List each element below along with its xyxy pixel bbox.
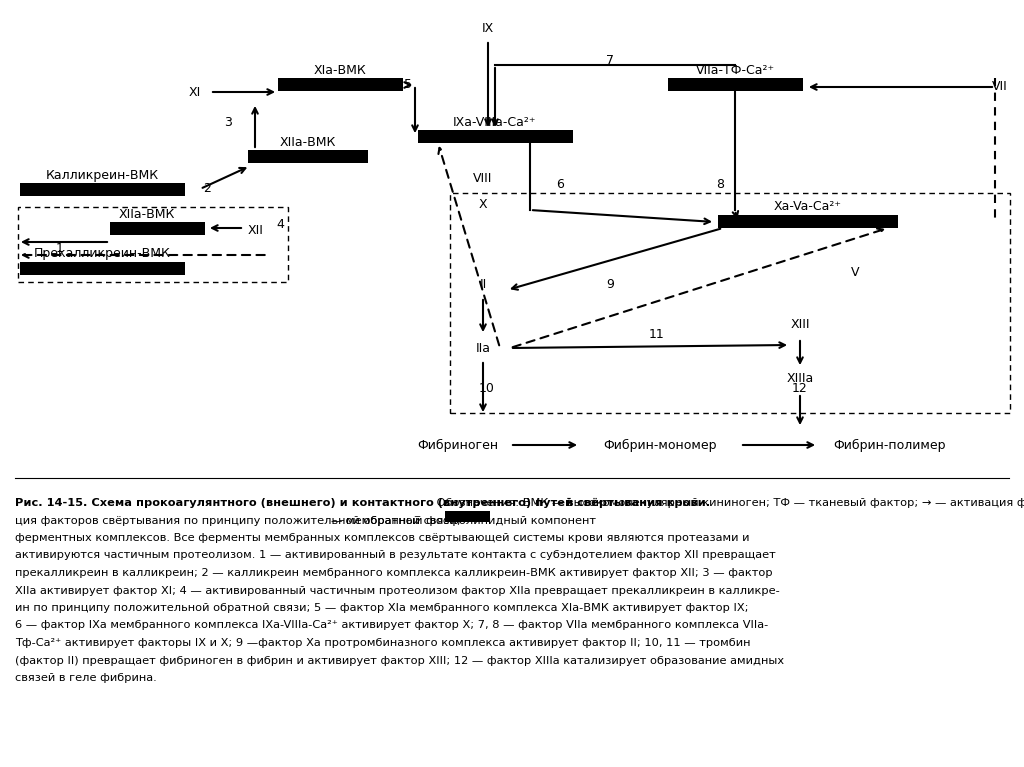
Bar bbox=[20, 183, 185, 196]
Text: 4: 4 bbox=[276, 218, 284, 231]
Text: активируются частичным протеолизом. 1 — активированный в результате контакта с с: активируются частичным протеолизом. 1 — … bbox=[15, 551, 776, 561]
Text: XII: XII bbox=[248, 225, 264, 238]
Text: XIIa-ВМК: XIIa-ВМК bbox=[119, 208, 175, 220]
Text: XIIa-ВМК: XIIa-ВМК bbox=[280, 136, 336, 149]
Text: Тф-Ca²⁺ активирует факторы IX и X; 9 —фактор Xa протромбиназного комплекса актив: Тф-Ca²⁺ активирует факторы IX и X; 9 —фа… bbox=[15, 638, 751, 648]
Text: ин по принципу положительной обратной связи; 5 — фактор XIa мембранного комплекс: ин по принципу положительной обратной св… bbox=[15, 603, 749, 613]
Text: ция факторов свёртывания по принципу положительной обратной связи;: ция факторов свёртывания по принципу пол… bbox=[15, 515, 461, 525]
Bar bbox=[445, 511, 490, 522]
Bar bbox=[718, 215, 898, 228]
Text: 12: 12 bbox=[793, 381, 808, 394]
Text: Фибриноген: Фибриноген bbox=[418, 439, 499, 452]
Bar bbox=[450, 193, 1010, 413]
Text: Фибрин-полимер: Фибрин-полимер bbox=[834, 439, 946, 452]
Text: VIII: VIII bbox=[473, 172, 493, 185]
Text: Обозначения: ВМК — высокомолекулярный кининоген; ТФ — тканевый фактор; → — актив: Обозначения: ВМК — высокомолекулярный ки… bbox=[433, 498, 1024, 508]
Text: IXa-VIIIa-Ca²⁺: IXa-VIIIa-Ca²⁺ bbox=[454, 116, 537, 129]
Text: V: V bbox=[851, 265, 859, 278]
Bar bbox=[278, 78, 403, 91]
Text: 1: 1 bbox=[56, 242, 63, 255]
Bar bbox=[248, 150, 368, 163]
Text: VIIa-ТФ-Ca²⁺: VIIa-ТФ-Ca²⁺ bbox=[695, 64, 774, 77]
Text: IX: IX bbox=[482, 21, 495, 35]
Text: прекалликреин в калликреин; 2 — калликреин мембранного комплекса калликреин-ВМК : прекалликреин в калликреин; 2 — калликре… bbox=[15, 568, 773, 578]
Text: 3: 3 bbox=[224, 116, 232, 129]
Text: IIa: IIa bbox=[475, 341, 490, 354]
Text: 8: 8 bbox=[716, 179, 724, 192]
Text: II: II bbox=[479, 278, 486, 291]
Text: 9: 9 bbox=[606, 278, 614, 291]
Text: Калликреин-ВМК: Калликреин-ВМК bbox=[45, 169, 159, 182]
Text: Прекалликреин-ВМК: Прекалликреин-ВМК bbox=[34, 248, 170, 261]
Text: VII: VII bbox=[992, 81, 1008, 94]
Text: 10: 10 bbox=[479, 381, 495, 394]
Bar bbox=[110, 222, 205, 235]
Text: XIIa активирует фактор XI; 4 — активированный частичным протеолизом фактор XIIa : XIIa активирует фактор XI; 4 — активиров… bbox=[15, 585, 779, 595]
Text: 2: 2 bbox=[203, 182, 211, 195]
Text: ферментных комплексов. Все ферменты мембранных комплексов свёртывающей системы к: ферментных комплексов. Все ферменты мемб… bbox=[15, 533, 750, 543]
Text: — мембранный фосфолипидный компонент: — мембранный фосфолипидный компонент bbox=[331, 515, 596, 525]
Text: Фибрин-мономер: Фибрин-мономер bbox=[603, 439, 717, 452]
Text: Xa-Va-Ca²⁺: Xa-Va-Ca²⁺ bbox=[774, 200, 842, 213]
Bar bbox=[20, 262, 185, 275]
Text: 5: 5 bbox=[404, 78, 412, 91]
Text: Рис. 14-15. Схема прокоагулянтного (внешнего) и контактного (внутреннего) путей : Рис. 14-15. Схема прокоагулянтного (внеш… bbox=[15, 498, 710, 508]
Text: XI: XI bbox=[188, 85, 201, 98]
Text: 6: 6 bbox=[556, 179, 564, 192]
Bar bbox=[418, 130, 573, 143]
Text: связей в геле фибрина.: связей в геле фибрина. bbox=[15, 673, 157, 683]
Text: 6 — фактор IXa мембранного комплекса IXa-VIIIa-Ca²⁺ активирует фактор X; 7, 8 — : 6 — фактор IXa мембранного комплекса IXa… bbox=[15, 621, 768, 630]
Text: 7: 7 bbox=[606, 54, 614, 67]
Text: XIII: XIII bbox=[791, 318, 810, 331]
Text: 11: 11 bbox=[649, 328, 665, 341]
Bar bbox=[18, 207, 288, 282]
Text: X: X bbox=[478, 199, 487, 212]
Text: (фактор II) превращает фибриноген в фибрин и активирует фактор XIII; 12 — фактор: (фактор II) превращает фибриноген в фибр… bbox=[15, 656, 784, 666]
Text: XIa-ВМК: XIa-ВМК bbox=[313, 64, 367, 77]
Bar bbox=[668, 78, 803, 91]
Text: XIIIa: XIIIa bbox=[786, 371, 814, 384]
